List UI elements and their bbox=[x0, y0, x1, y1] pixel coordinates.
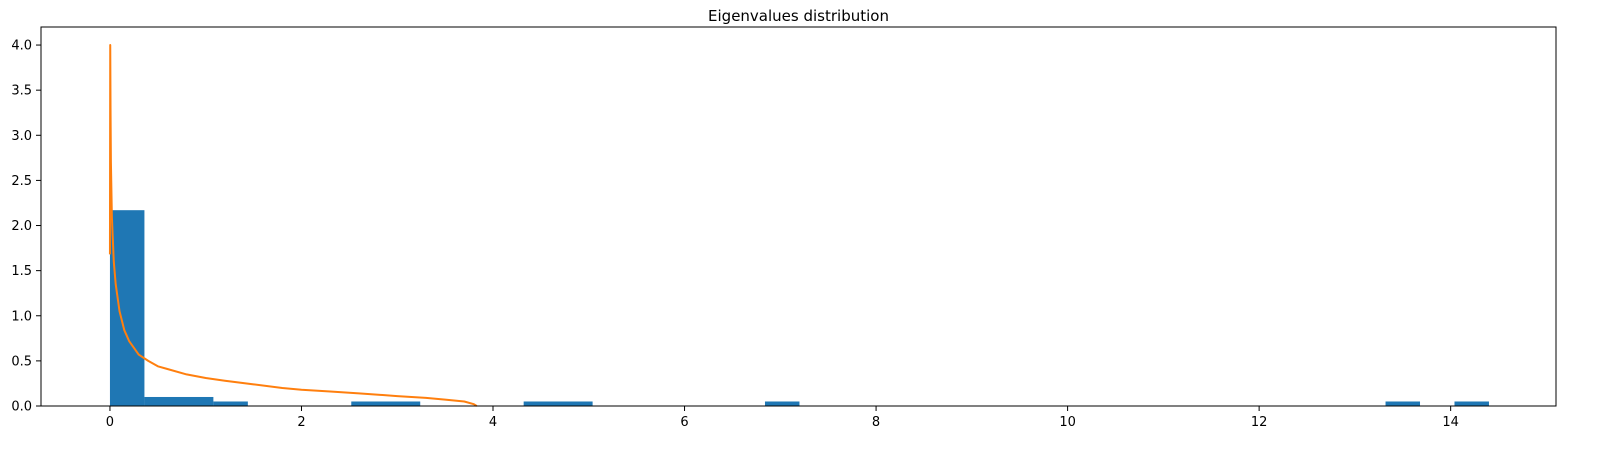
y-tick-label: 2.0 bbox=[11, 219, 32, 234]
histogram-bars bbox=[109, 210, 1489, 406]
x-tick-label: 14 bbox=[1442, 415, 1459, 430]
x-tick-label: 8 bbox=[872, 415, 880, 430]
histogram-bar-7 bbox=[1454, 401, 1489, 406]
density-curve-layer bbox=[108, 44, 478, 407]
x-tick-label: 4 bbox=[489, 415, 497, 430]
histogram-bar-1 bbox=[144, 396, 214, 406]
chart-title: Eigenvalues distribution bbox=[708, 7, 889, 25]
plot-frame bbox=[40, 26, 1557, 407]
histogram-bar-6 bbox=[1385, 401, 1421, 406]
y-tick-label: 0.5 bbox=[11, 354, 32, 369]
histogram-bar-2 bbox=[213, 401, 248, 406]
y-tick-label: 4.0 bbox=[11, 39, 32, 54]
y-tick-label: 2.5 bbox=[11, 174, 32, 189]
x-tick-label: 12 bbox=[1251, 415, 1268, 430]
histogram-bar-0 bbox=[109, 210, 145, 406]
x-tick-label: 10 bbox=[1059, 415, 1076, 430]
y-tick-label: 1.5 bbox=[11, 264, 32, 279]
x-tick-label: 6 bbox=[680, 415, 688, 430]
density-curve-line bbox=[108, 44, 478, 407]
axes: 0 2 4 6 8 10 12 14 0.0 0.5 1.0 1.5 2.0 2.5 3.0 3.5 4.0 bbox=[11, 26, 1557, 430]
histogram-bar-4 bbox=[523, 401, 593, 406]
y-tick-label: 1.0 bbox=[11, 309, 32, 324]
y-tick-label: 3.5 bbox=[11, 84, 32, 99]
histogram-bar-5 bbox=[764, 401, 800, 406]
y-tick-label: 0.0 bbox=[11, 400, 32, 415]
y-tick-label: 3.0 bbox=[11, 129, 32, 144]
x-tick-label: 0 bbox=[106, 415, 114, 430]
histogram-bar-3 bbox=[351, 401, 421, 406]
x-tick-label: 2 bbox=[297, 415, 305, 430]
